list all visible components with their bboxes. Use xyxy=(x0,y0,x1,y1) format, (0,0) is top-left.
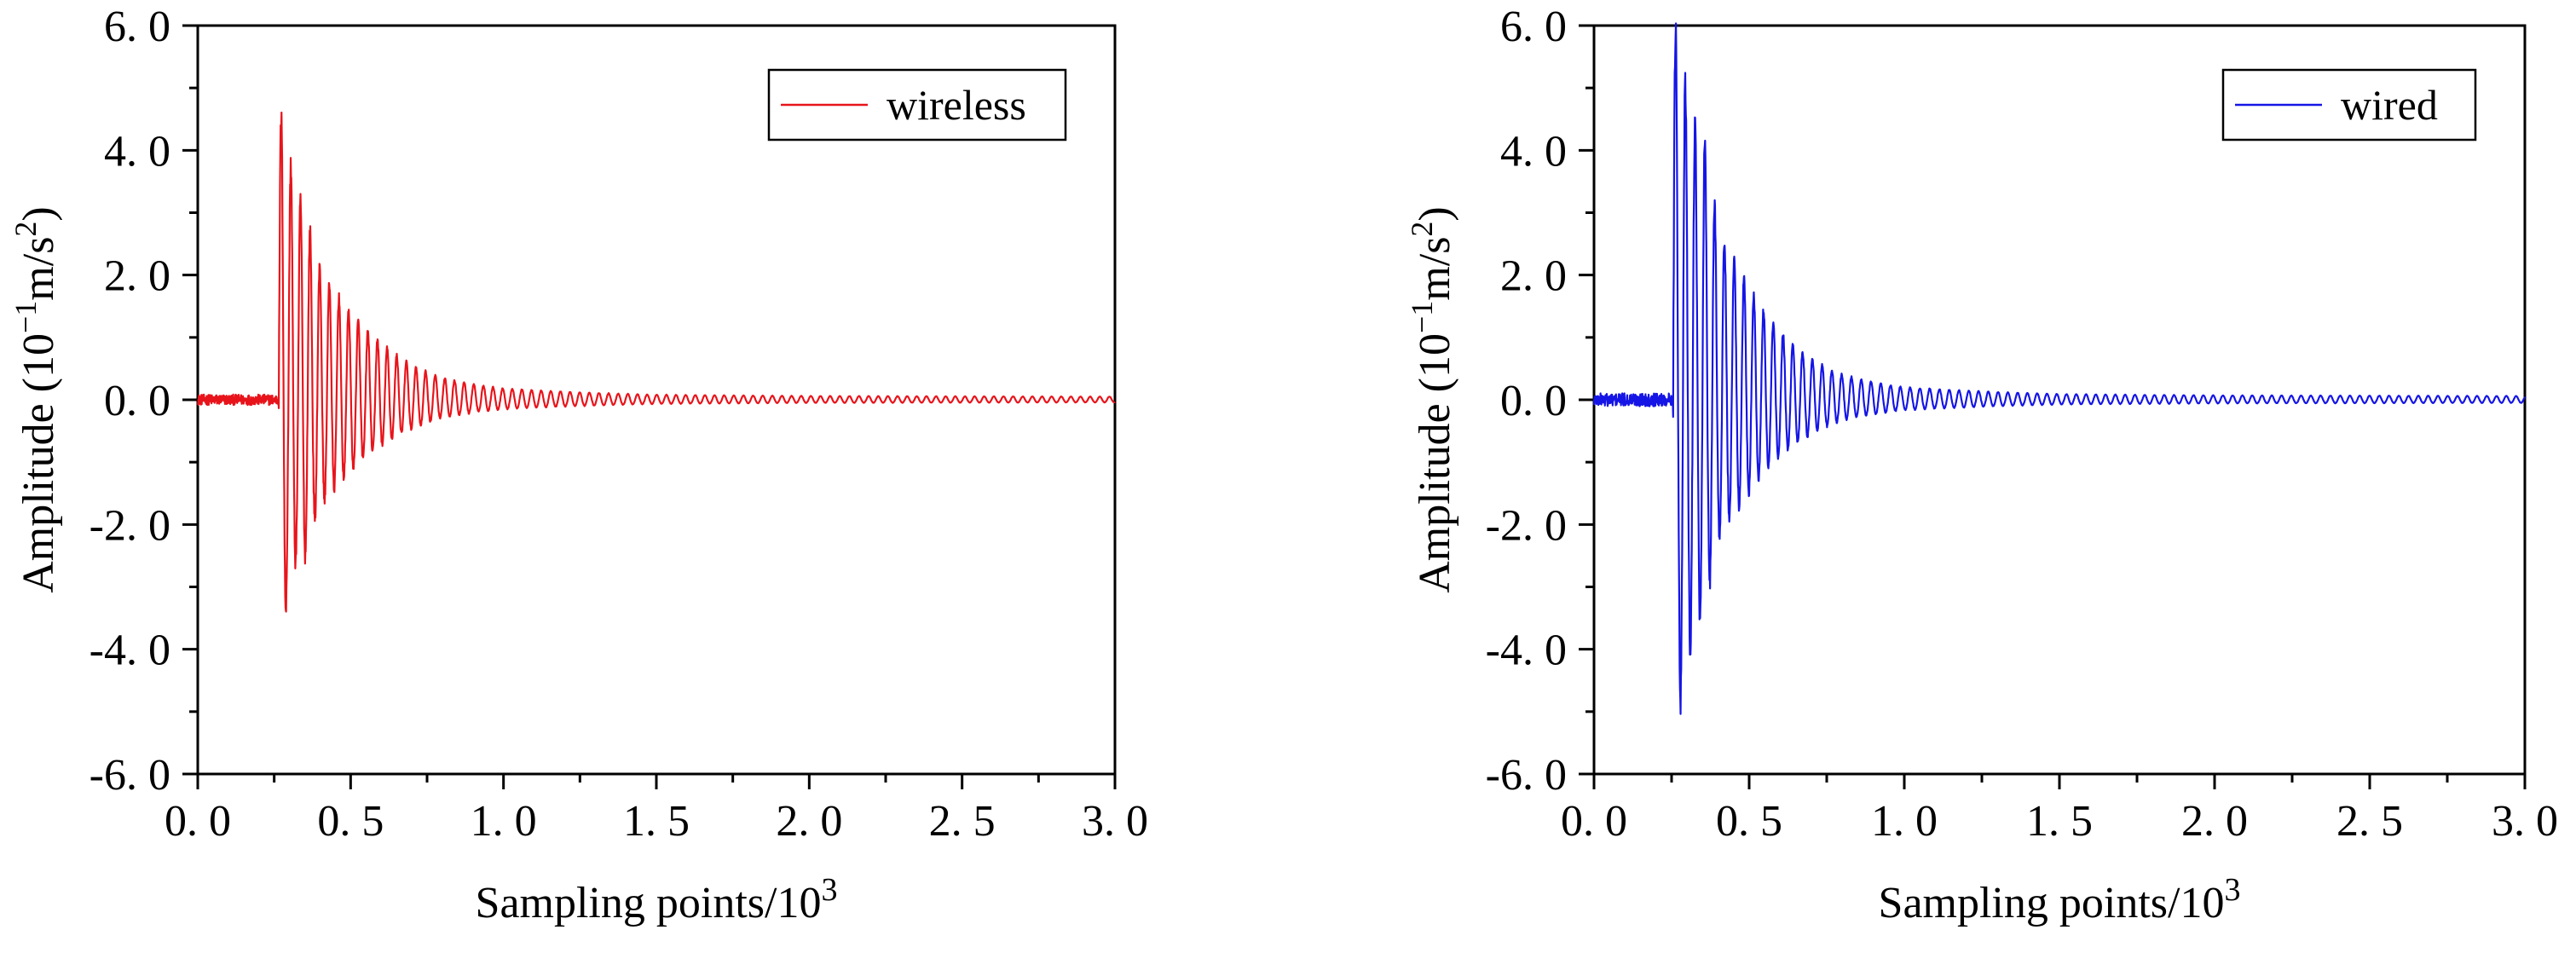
x-tick-label: 1. 5 xyxy=(2026,797,2093,846)
y-tick-label: 6. 0 xyxy=(1500,3,1567,51)
y-axis-title: Amplitude (10−1m/s2) xyxy=(9,206,63,593)
y-axis-title: Amplitude (10−1m/s2) xyxy=(1405,206,1459,593)
legend-label-wireless: wireless xyxy=(887,81,1026,129)
x-tick-label: 0. 0 xyxy=(1561,797,1627,846)
y-tick-label: 2. 0 xyxy=(104,252,170,301)
x-tick-label: 0. 0 xyxy=(165,797,231,846)
x-tick-label: 1. 0 xyxy=(471,797,537,846)
y-tick-label: -6. 0 xyxy=(90,751,170,800)
x-tick-label: 3. 0 xyxy=(1082,797,1148,846)
legend-label-wired: wired xyxy=(2341,81,2438,129)
x-tick-label: 0. 5 xyxy=(317,797,384,846)
y-tick-label: 0. 0 xyxy=(1500,377,1567,425)
x-tick-label: 0. 5 xyxy=(1716,797,1782,846)
x-tick-label: 1. 0 xyxy=(1871,797,1938,846)
y-tick-label: -4. 0 xyxy=(90,627,170,675)
y-tick-label: -2. 0 xyxy=(1486,501,1567,550)
x-tick-label: 2. 5 xyxy=(929,797,996,846)
chart-panel-right: -6. 0 -4. 0 -2. 0 0. 0 2. 0 4. 0 6. 0 0. 0 0. 5 1… xyxy=(1405,3,2558,927)
x-axis-title: Sampling points/103 xyxy=(476,872,838,927)
x-tick-label: 1. 5 xyxy=(623,797,690,846)
y-tick-label: 0. 0 xyxy=(104,377,170,425)
series-line-wired xyxy=(1592,22,2526,715)
y-tick-label: -6. 0 xyxy=(1486,751,1567,800)
chart-panel-left: -6. 0 -4. 0 -2. 0 0. 0 2. 0 4. 0 6. 0 0. 0 0. 5 1… xyxy=(9,3,1148,927)
x-tick-label: 3. 0 xyxy=(2492,797,2558,846)
series-line-wireless xyxy=(197,111,1116,613)
y-tick-label: -4. 0 xyxy=(1486,627,1567,675)
x-tick-label: 2. 5 xyxy=(2336,797,2403,846)
y-tick-label: 2. 0 xyxy=(1500,252,1567,301)
x-tick-label: 2. 0 xyxy=(776,797,842,846)
y-tick-label: 4. 0 xyxy=(1500,127,1567,176)
y-tick-label: -2. 0 xyxy=(90,501,170,550)
x-tick-label: 2. 0 xyxy=(2181,797,2248,846)
y-tick-label: 6. 0 xyxy=(104,3,170,51)
x-axis-title: Sampling points/103 xyxy=(1879,872,2241,927)
y-tick-label: 4. 0 xyxy=(104,127,170,176)
legend-box xyxy=(767,68,1067,142)
